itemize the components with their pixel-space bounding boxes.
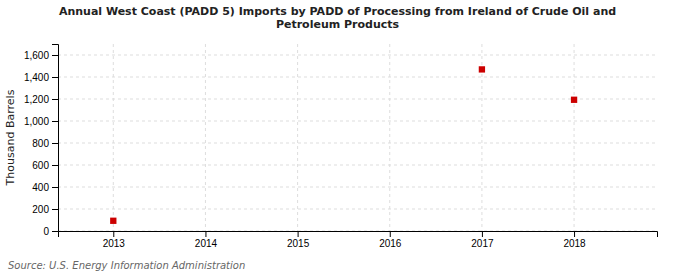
points xyxy=(110,66,577,224)
tick-label: 400 xyxy=(32,182,49,193)
tick-mark xyxy=(52,77,58,78)
tick-mark xyxy=(390,231,391,237)
title: Annual West Coast (PADD 5) Imports by PA… xyxy=(59,5,616,31)
tick-label: 2015 xyxy=(287,238,310,249)
x-axis: 2013 2014 2015 2016 2017 2018 xyxy=(59,231,658,249)
tick-mark xyxy=(298,231,299,237)
tick: 2013 xyxy=(103,231,126,249)
source: Source: U.S. Energy Information Administ… xyxy=(8,260,245,271)
tick-mark xyxy=(52,165,58,166)
tick-label: 2013 xyxy=(103,238,126,249)
tick: 2015 xyxy=(287,231,310,249)
grid-line xyxy=(58,165,657,166)
tick: 1,200 xyxy=(24,94,58,105)
tick-label: 1,000 xyxy=(24,116,49,127)
y-axis: 0 200 400 600 800 1,000 1,200 1,400 1,600 xyxy=(24,45,59,237)
grid-line xyxy=(113,44,114,231)
tick: 1,400 xyxy=(24,72,58,83)
point xyxy=(479,66,485,72)
point xyxy=(571,97,577,103)
grid-line xyxy=(58,77,657,78)
grid-line xyxy=(389,44,390,231)
tick-label: 0 xyxy=(43,226,49,237)
tick-mark xyxy=(574,231,575,237)
tick-mark xyxy=(52,55,58,56)
tick: 2018 xyxy=(563,231,586,249)
tick: 200 xyxy=(32,204,58,215)
tick-label: 600 xyxy=(32,160,49,171)
grid-line xyxy=(58,209,657,210)
tick-label: 1,200 xyxy=(24,94,49,105)
tick: 400 xyxy=(32,182,58,193)
grid-line xyxy=(58,99,657,100)
tick-label: 1,400 xyxy=(24,72,49,83)
y-axis-title: Thousand Barrels xyxy=(4,89,17,186)
tick-label: 2016 xyxy=(379,238,402,249)
tick: 600 xyxy=(32,160,58,171)
tick: 0 xyxy=(43,226,58,237)
tick: 1,000 xyxy=(24,116,58,127)
tick-label: 2017 xyxy=(471,238,494,249)
tick-mark xyxy=(52,143,58,144)
tick-label: 800 xyxy=(32,138,49,149)
tick-label: 1,600 xyxy=(24,50,49,61)
chart: Annual West Coast (PADD 5) Imports by PA… xyxy=(0,0,675,275)
grid-line xyxy=(297,44,298,231)
tick-mark xyxy=(52,121,58,122)
grid-line xyxy=(574,44,575,231)
grid-line xyxy=(58,121,657,122)
point xyxy=(110,218,116,224)
tick-mark xyxy=(52,209,58,210)
grid-line xyxy=(205,44,206,231)
tick: 2016 xyxy=(379,231,402,249)
tick-label: 2014 xyxy=(195,238,218,249)
grid-line xyxy=(58,143,657,144)
tick: 1,600 xyxy=(24,50,58,61)
tick-mark xyxy=(52,187,58,188)
tick-label: 2018 xyxy=(563,238,586,249)
tick-mark xyxy=(52,231,58,232)
plot: 2013 2014 2015 2016 2017 2018 0 200 400 600 800 1,0… xyxy=(24,44,658,249)
tick-mark xyxy=(482,231,483,237)
tick: 2017 xyxy=(471,231,494,249)
axis-line xyxy=(52,45,59,232)
tick: 800 xyxy=(32,138,58,149)
tick-label: 200 xyxy=(32,204,49,215)
tick-mark xyxy=(52,99,58,100)
tick-mark xyxy=(205,231,206,237)
grid xyxy=(58,44,657,231)
title-line: Annual West Coast (PADD 5) Imports by PA… xyxy=(59,5,616,18)
tick: 2014 xyxy=(195,231,218,249)
grid-line xyxy=(58,55,657,56)
grid-line xyxy=(58,187,657,188)
tick-mark xyxy=(113,231,114,237)
title-line: Petroleum Products xyxy=(276,18,400,31)
axis-line xyxy=(59,232,658,238)
